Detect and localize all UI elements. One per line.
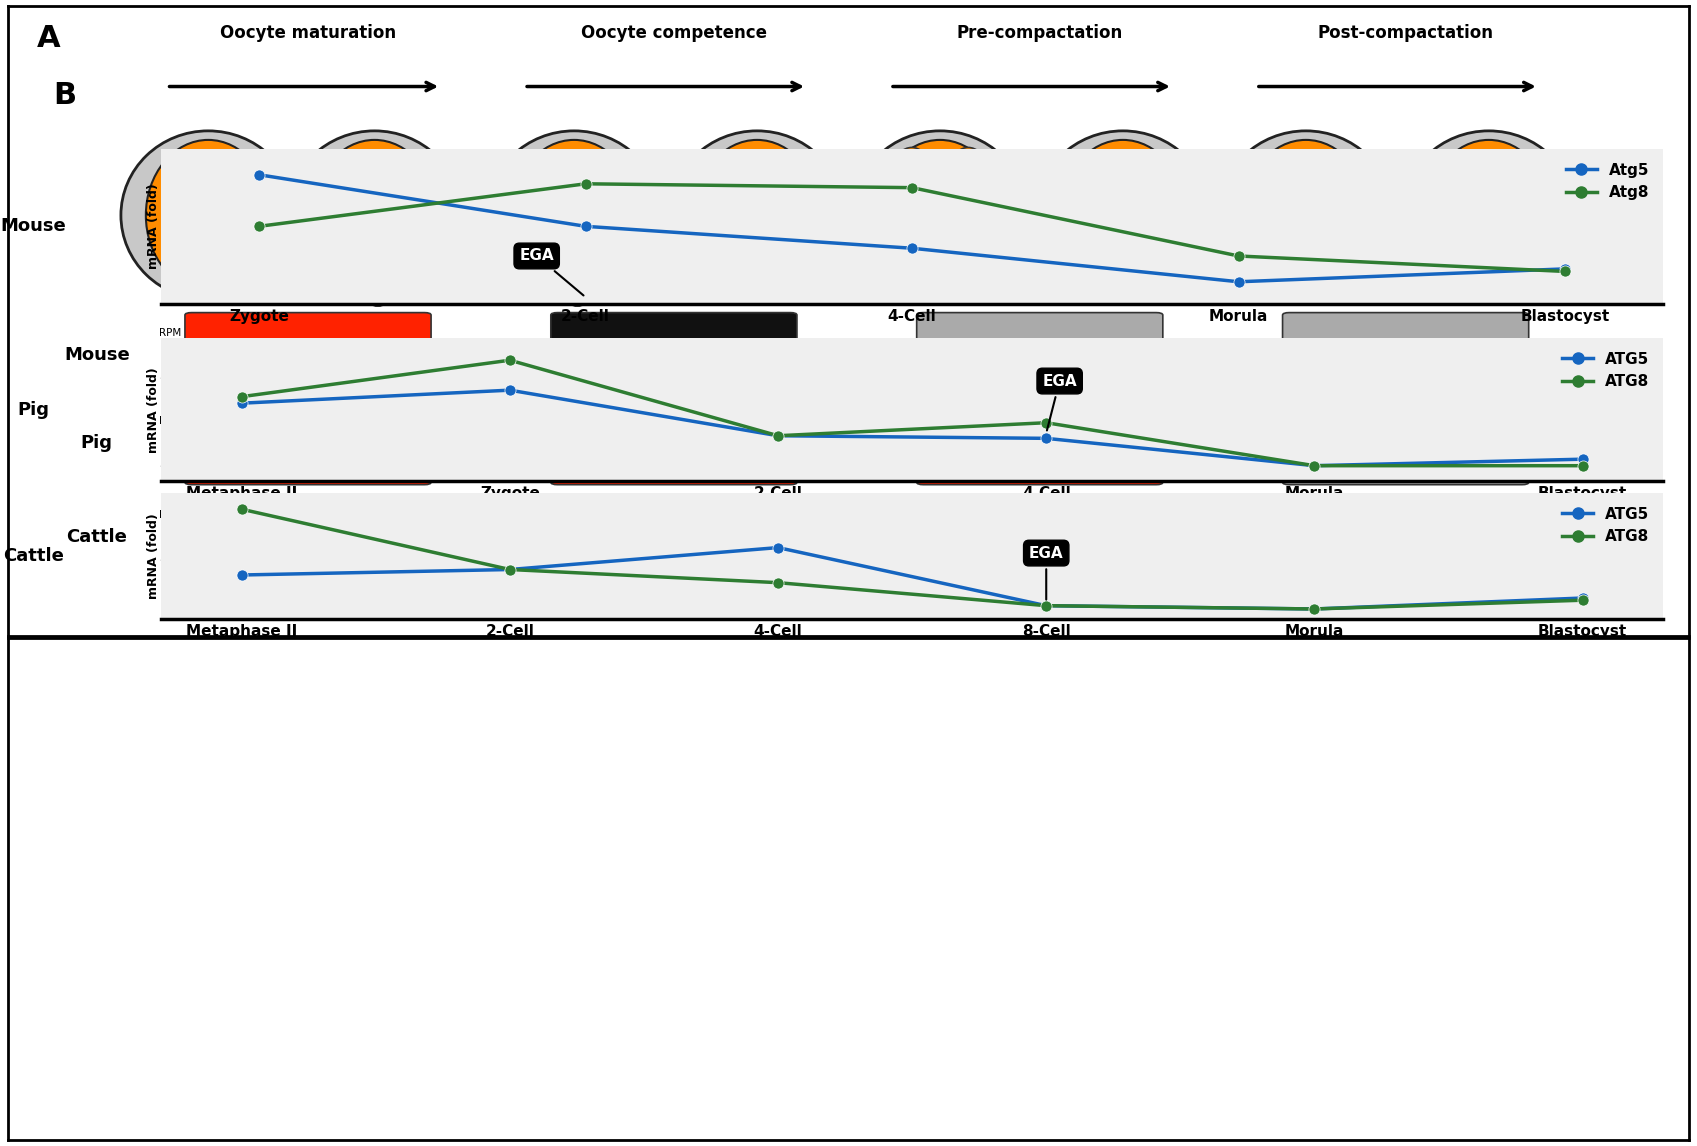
FancyBboxPatch shape (552, 537, 798, 579)
Y-axis label: mRNA (fold): mRNA (fold) (148, 183, 160, 269)
Ellipse shape (694, 140, 820, 291)
FancyBboxPatch shape (916, 400, 1162, 442)
Ellipse shape (881, 148, 944, 283)
Legend: Atg5, Atg8: Atg5, Atg8 (1560, 157, 1655, 206)
Ellipse shape (1244, 140, 1368, 291)
Ellipse shape (1310, 163, 1347, 198)
FancyBboxPatch shape (1283, 355, 1529, 397)
Ellipse shape (146, 140, 270, 291)
FancyBboxPatch shape (1283, 495, 1529, 536)
Text: 3MA: 3MA (160, 554, 182, 563)
Ellipse shape (1444, 159, 1481, 196)
Ellipse shape (1112, 240, 1157, 285)
FancyBboxPatch shape (1283, 444, 1529, 485)
Ellipse shape (1434, 194, 1471, 230)
Text: RPM: RPM (160, 329, 182, 338)
Ellipse shape (1324, 197, 1361, 234)
Legend: ATG5, ATG8: ATG5, ATG8 (1556, 501, 1655, 550)
Ellipse shape (1134, 202, 1179, 248)
Text: Mouse: Mouse (64, 346, 129, 363)
Text: Cattle: Cattle (3, 547, 64, 565)
Text: Post-compactation: Post-compactation (1317, 24, 1493, 41)
Ellipse shape (937, 148, 1000, 283)
Text: Mouse: Mouse (0, 218, 66, 235)
Ellipse shape (1497, 159, 1534, 196)
Ellipse shape (1123, 164, 1169, 210)
Ellipse shape (1078, 164, 1122, 210)
Ellipse shape (120, 131, 295, 299)
FancyBboxPatch shape (916, 444, 1162, 485)
Ellipse shape (367, 293, 389, 306)
Y-axis label: mRNA (fold): mRNA (fold) (148, 367, 160, 453)
FancyBboxPatch shape (552, 355, 798, 397)
Ellipse shape (312, 140, 436, 291)
Ellipse shape (1264, 231, 1302, 268)
FancyBboxPatch shape (916, 495, 1162, 536)
Ellipse shape (1264, 163, 1302, 198)
Ellipse shape (877, 140, 1003, 291)
Text: 3MA: 3MA (160, 458, 182, 469)
FancyBboxPatch shape (185, 313, 431, 354)
Text: 3MA: 3MA (160, 371, 182, 380)
FancyBboxPatch shape (552, 400, 798, 442)
Ellipse shape (1061, 140, 1185, 291)
Ellipse shape (852, 131, 1027, 299)
Ellipse shape (1507, 194, 1544, 230)
Ellipse shape (1251, 197, 1288, 234)
Text: Pig: Pig (17, 401, 49, 418)
Ellipse shape (1427, 140, 1551, 291)
Text: Oocyte competence: Oocyte competence (580, 24, 767, 41)
FancyBboxPatch shape (185, 400, 431, 442)
Ellipse shape (745, 186, 809, 245)
Ellipse shape (670, 131, 845, 299)
Text: EGA: EGA (1028, 545, 1064, 599)
Text: Pig: Pig (81, 433, 112, 452)
Ellipse shape (287, 131, 462, 299)
Ellipse shape (1067, 202, 1112, 248)
Ellipse shape (1402, 131, 1577, 299)
Text: Oocyte maturation: Oocyte maturation (221, 24, 395, 41)
Text: EGA: EGA (519, 249, 584, 296)
Y-axis label: mRNA (fold): mRNA (fold) (148, 513, 160, 598)
Text: Pre-compactation: Pre-compactation (957, 24, 1123, 41)
Text: B: B (53, 81, 76, 110)
FancyBboxPatch shape (916, 313, 1162, 354)
Ellipse shape (1089, 240, 1134, 285)
FancyBboxPatch shape (916, 355, 1162, 397)
Text: Cattle: Cattle (66, 528, 127, 545)
FancyBboxPatch shape (552, 495, 798, 536)
Ellipse shape (1444, 231, 1481, 268)
Text: RPM: RPM (160, 510, 182, 520)
Ellipse shape (1470, 235, 1507, 272)
FancyBboxPatch shape (552, 444, 798, 485)
Legend: ATG5, ATG8: ATG5, ATG8 (1556, 346, 1655, 395)
Ellipse shape (1035, 131, 1210, 299)
FancyBboxPatch shape (185, 537, 431, 579)
Ellipse shape (1286, 163, 1325, 198)
FancyBboxPatch shape (1283, 537, 1529, 579)
Ellipse shape (1488, 174, 1543, 250)
FancyBboxPatch shape (185, 495, 431, 536)
Text: EGA: EGA (1042, 374, 1078, 431)
Ellipse shape (1100, 202, 1145, 248)
Ellipse shape (170, 180, 229, 237)
Ellipse shape (1218, 131, 1393, 299)
FancyBboxPatch shape (552, 313, 798, 354)
Text: A: A (37, 24, 61, 53)
FancyBboxPatch shape (185, 355, 431, 397)
Ellipse shape (487, 131, 662, 299)
Ellipse shape (1470, 156, 1507, 193)
Ellipse shape (1286, 231, 1325, 268)
FancyBboxPatch shape (916, 537, 1162, 579)
Text: RPM: RPM (160, 416, 182, 426)
FancyBboxPatch shape (1283, 400, 1529, 442)
FancyBboxPatch shape (1283, 313, 1529, 354)
Ellipse shape (512, 140, 636, 291)
Ellipse shape (1286, 197, 1325, 234)
Ellipse shape (567, 293, 589, 306)
FancyBboxPatch shape (185, 444, 431, 485)
